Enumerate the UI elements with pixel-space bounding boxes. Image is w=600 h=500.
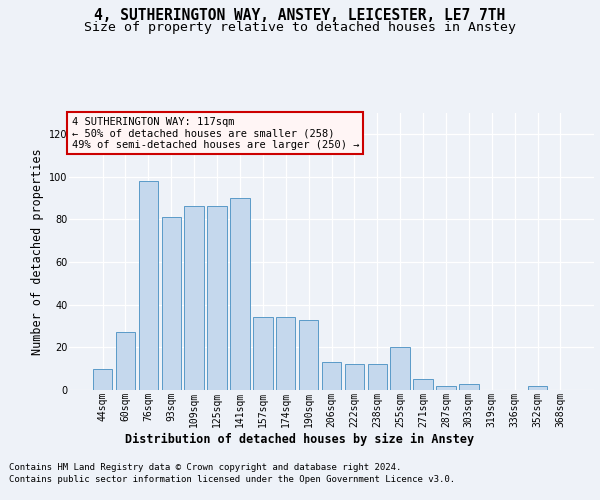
Bar <box>116 332 135 390</box>
Bar <box>230 198 250 390</box>
Y-axis label: Number of detached properties: Number of detached properties <box>31 148 44 354</box>
Bar <box>413 380 433 390</box>
Bar <box>184 206 204 390</box>
Bar <box>344 364 364 390</box>
Text: Distribution of detached houses by size in Anstey: Distribution of detached houses by size … <box>125 432 475 446</box>
Bar <box>253 318 272 390</box>
Bar <box>161 217 181 390</box>
Bar <box>368 364 387 390</box>
Bar <box>93 368 112 390</box>
Bar <box>322 362 341 390</box>
Bar <box>436 386 455 390</box>
Bar <box>391 348 410 390</box>
Bar <box>528 386 547 390</box>
Bar <box>208 206 227 390</box>
Bar <box>459 384 479 390</box>
Bar <box>139 181 158 390</box>
Bar <box>299 320 319 390</box>
Text: Size of property relative to detached houses in Anstey: Size of property relative to detached ho… <box>84 22 516 35</box>
Text: Contains public sector information licensed under the Open Government Licence v3: Contains public sector information licen… <box>9 475 455 484</box>
Text: 4, SUTHERINGTON WAY, ANSTEY, LEICESTER, LE7 7TH: 4, SUTHERINGTON WAY, ANSTEY, LEICESTER, … <box>94 8 506 22</box>
Text: Contains HM Land Registry data © Crown copyright and database right 2024.: Contains HM Land Registry data © Crown c… <box>9 462 401 471</box>
Bar <box>276 318 295 390</box>
Text: 4 SUTHERINGTON WAY: 117sqm
← 50% of detached houses are smaller (258)
49% of sem: 4 SUTHERINGTON WAY: 117sqm ← 50% of deta… <box>71 116 359 150</box>
